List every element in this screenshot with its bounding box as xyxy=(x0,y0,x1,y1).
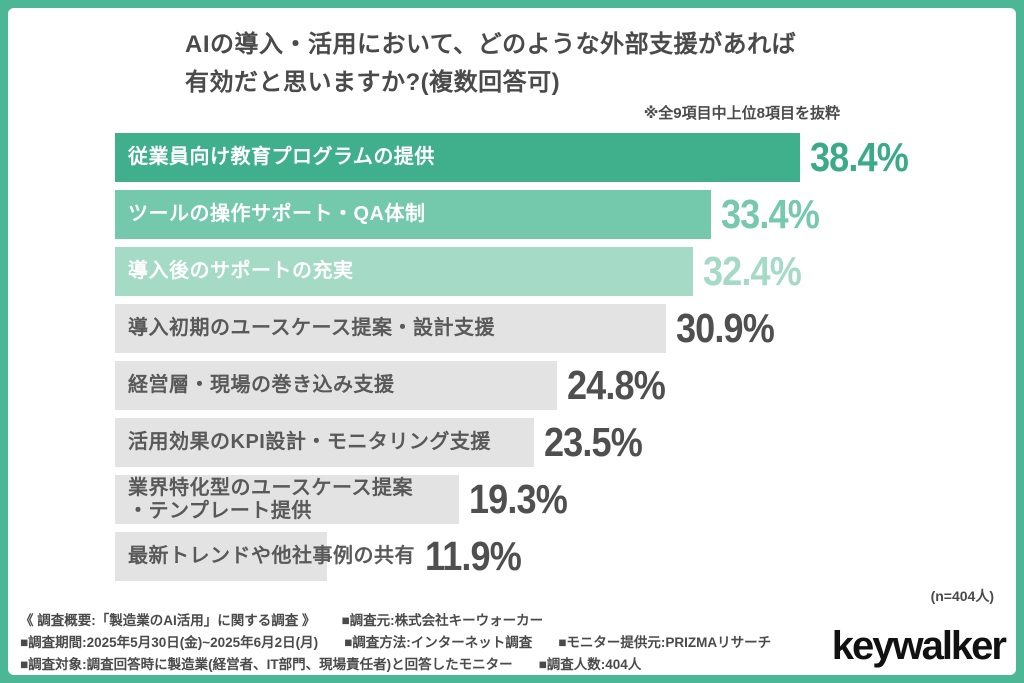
bar-label: ツールの操作サポート・QA体制 xyxy=(128,203,426,225)
bar-row: ツールの操作サポート・QA体制 33.4% xyxy=(115,190,1015,239)
bar-fill xyxy=(115,475,460,524)
bar-row: 従業員向け教育プログラムの提供 38.4% xyxy=(115,133,1015,182)
bar-label: 経営層・現場の巻き込み支援 xyxy=(128,374,395,396)
bar-label: 活用効果のKPI設計・モニタリング支援 xyxy=(128,431,491,453)
survey-segment: ■調査人数:404人 xyxy=(538,657,642,672)
bar-row-content: 従業員向け教育プログラムの提供 38.4% xyxy=(115,133,1015,182)
bar-value: 30.9% xyxy=(676,305,775,351)
bar-row: 経営層・現場の巻き込み支援 24.8% xyxy=(115,361,1015,410)
bar-row-content: 最新トレンドや他社事例の共有 11.9% xyxy=(115,532,1015,581)
survey-segment: ■調査方法:インターネット調査 xyxy=(344,635,533,650)
bar-value: 33.4% xyxy=(720,191,820,237)
bar-value: 19.3% xyxy=(469,476,568,522)
chart-note: ※全9項目中上位8項目を抜粋 xyxy=(643,105,840,122)
bar-row-content: 経営層・現場の巻き込み支援 24.8% xyxy=(115,361,1015,410)
bar-fill xyxy=(115,133,800,182)
bar-value: 11.9% xyxy=(425,533,522,579)
bar-row: 最新トレンドや他社事例の共有 11.9% xyxy=(115,532,1015,581)
chart-title: AIの導入・活用において、どのような外部支援があれば 有効だと思いますか?(複数… xyxy=(185,26,796,102)
bar-label: 最新トレンドや他社事例の共有 xyxy=(128,545,415,567)
bar-fill xyxy=(115,532,328,581)
bar-row-content: 導入初期のユースケース提案・設計支援 30.9% xyxy=(115,304,1015,353)
survey-notes: 《 調査概要:「製造業のAI活用」に関する調査 》 ■調査元:株式会社キーウォーカ… xyxy=(20,610,771,676)
bar-chart: 従業員向け教育プログラムの提供 38.4% ツールの操作サポート・QA体制 33.4%… xyxy=(115,133,1015,589)
bar-row: 活用効果のKPI設計・モニタリング支援 23.5% xyxy=(115,418,1015,467)
bar-row-content: ツールの操作サポート・QA体制 33.4% xyxy=(115,190,1015,239)
bar-fill xyxy=(115,418,535,467)
bar-label: 導入初期のユースケース提案・設計支援 xyxy=(128,317,495,339)
content-panel: AIの導入・活用において、どのような外部支援があれば 有効だと思いますか?(複数… xyxy=(8,8,1016,675)
bar-fill xyxy=(115,361,558,410)
survey-line: ■調査期間:2025年5月30日(金)~2025年6月2日(月) ■調査方法:イン… xyxy=(20,632,771,654)
survey-segment: ■モニター提供元:PRIZMAリサーチ xyxy=(558,635,772,650)
keywalker-logo: keywalker xyxy=(831,624,1007,668)
bar-label: 従業員向け教育プログラムの提供 xyxy=(128,146,435,168)
survey-line: ■調査対象:調査回答時に製造業(経営者、IT部門、現場責任者)と回答したモニター… xyxy=(20,654,771,676)
bar-fill xyxy=(115,304,667,353)
chart-title-line2: 有効だと思いますか?(複数回答可) xyxy=(185,69,561,96)
sample-size: (n=404人) xyxy=(930,588,994,604)
bar-row: 導入後のサポートの充実 32.4% xyxy=(115,247,1015,296)
survey-segment: ■調査対象:調査回答時に製造業(経営者、IT部門、現場責任者)と回答したモニター xyxy=(20,657,513,672)
bar-value: 32.4% xyxy=(702,248,802,294)
survey-line: 《 調査概要:「製造業のAI活用」に関する調査 》 ■調査元:株式会社キーウォーカ… xyxy=(20,610,771,632)
chart-title-line1: AIの導入・活用において、どのような外部支援があれば xyxy=(185,31,797,58)
survey-segment: 《 調査概要:「製造業のAI活用」に関する調査 》 xyxy=(20,613,316,628)
bar-row-content: 導入後のサポートの充実 32.4% xyxy=(115,247,1015,296)
bar-fill xyxy=(115,247,693,296)
survey-segment: ■調査元:株式会社キーウォーカー xyxy=(341,613,544,628)
bar-value: 24.8% xyxy=(567,362,666,408)
survey-segment: ■調査期間:2025年5月30日(金)~2025年6月2日(月) xyxy=(20,635,319,650)
bar-row-content: 活用効果のKPI設計・モニタリング支援 23.5% xyxy=(115,418,1015,467)
bar-row-content: 業界特化型のユースケース提案 ・テンプレート提供 19.3% xyxy=(115,475,1015,524)
bar-value: 23.5% xyxy=(544,419,643,465)
bar-label: 業界特化型のユースケース提案 ・テンプレート提供 xyxy=(128,476,413,522)
bar-value: 38.4% xyxy=(810,134,909,180)
bar-row: 業界特化型のユースケース提案 ・テンプレート提供 19.3% xyxy=(115,475,1015,524)
bar-label: 導入後のサポートの充実 xyxy=(128,260,354,282)
bar-row: 導入初期のユースケース提案・設計支援 30.9% xyxy=(115,304,1015,353)
bar-fill xyxy=(115,190,711,239)
